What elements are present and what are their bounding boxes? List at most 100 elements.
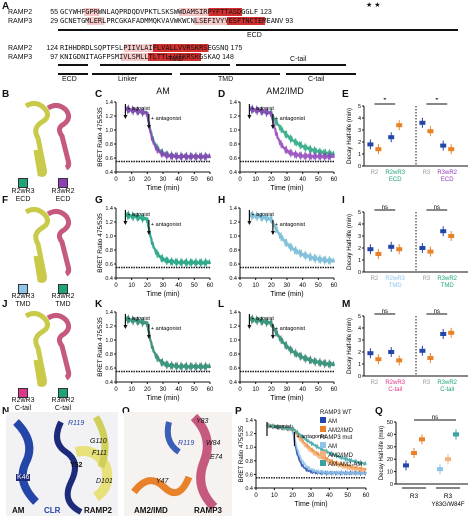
category-label: ECD (389, 177, 402, 183)
agonist-arrowhead (247, 115, 252, 119)
x-tick-label: 0 (114, 283, 118, 289)
agonist-arrowhead (123, 115, 128, 119)
x-tick-label: 50 (191, 283, 198, 289)
y-tick-label: 4 (358, 222, 361, 228)
y-tick-label: 1.0 (229, 338, 237, 344)
category-label: R2 (371, 170, 379, 176)
y-tick-label: 1.4 (229, 310, 237, 316)
ecd-label: ECD (247, 32, 262, 39)
structure-j-image (24, 310, 72, 387)
label-clr: CLR (44, 506, 61, 515)
series-b-trace (125, 104, 212, 162)
x-tick-label: 20 (268, 387, 275, 393)
y-tick-label: 4 (358, 326, 361, 332)
x-tick-label: 50 (315, 283, 322, 289)
y-tick-label: 0.8 (229, 352, 237, 358)
significance-label: ns (382, 309, 388, 315)
y-tick-label: 0.4 (105, 170, 113, 176)
antagonist-label: + antagonist (275, 326, 306, 332)
agonist-arrowhead (123, 221, 128, 225)
x-tick-label: 0 (238, 283, 242, 289)
x-tick-label: 10 (271, 493, 278, 499)
residue-d101: D101 (96, 478, 113, 485)
x-tick-label: 50 (191, 387, 198, 393)
x-tick-label: 10 (128, 283, 135, 289)
y-tick-label: 0.8 (229, 142, 237, 148)
y-tick-label: 1.4 (229, 206, 237, 212)
x-axis-label: Time (min) (270, 291, 303, 298)
antagonist-arrowhead (146, 125, 151, 129)
y-tick-label: 1 (358, 362, 361, 368)
y-tick-label: 0.8 (105, 248, 113, 254)
alignment-row: RAMP2 55 GCYWHFGPRWNLAQPRDQDVPKTLSKSWWDAMS… (8, 8, 272, 16)
sequence: GCYWHFGPRWNLAQPRDQDVPKTLSKSWWDAMSIRPYFTT… (60, 8, 259, 16)
x-tick-label: 20 (268, 177, 275, 183)
y-tick-label: 0 (358, 374, 361, 380)
y-tick-label: 1.0 (229, 128, 237, 134)
y-tick-label: 1.0 (105, 234, 113, 240)
trace-chart-k: 0 10 20 30 40 50 60 0.4 0.6 0.8 1.0 1.2 1.4 Time (min… (97, 310, 214, 402)
residue-f111: F111 (92, 450, 107, 457)
y-tick-label: 1.4 (105, 310, 113, 316)
x-tick-label: 0 (238, 177, 242, 183)
legend-p: RAMP3 WT AM AM2/IMD RAMP3 mut AM AM2/IMD… (320, 410, 362, 469)
category-label: TMD (389, 283, 403, 289)
alignment-row: RAMP3 29 GCNETGMLERLPRCGKAFADMMQKVAVWKWCNL… (8, 17, 294, 25)
x-tick-label: 10 (128, 177, 135, 183)
x-tick-label: 60 (207, 387, 214, 393)
significance-label: * (383, 98, 386, 105)
alignment-stars: ★ ★ (366, 2, 381, 9)
y-tick-label: 5 (358, 314, 361, 320)
significance-label: * (435, 98, 438, 105)
legend-swatch-green (18, 178, 28, 188)
tmd-label-2: TMD (218, 76, 234, 83)
y-axis-label: BRET Ratio 475/535 (238, 425, 245, 482)
category-label: C-tail (440, 387, 454, 393)
alignment-row: RAMP3 97 KNIGDNITAGFPSMIVLSMLLTLTTLLVIKRSK… (8, 53, 234, 61)
y-tick-label: 0 (390, 482, 393, 488)
y-tick-label: 0.6 (105, 366, 113, 372)
panel-m-label: M (342, 299, 351, 310)
legend-p-title-mut: RAMP3 mut (320, 435, 353, 441)
category-label: R2 (371, 276, 379, 282)
y-tick-label: 1.0 (245, 445, 253, 451)
y-tick-label: 1.4 (105, 206, 113, 212)
title-am: AM (156, 86, 170, 96)
y-axis-label: BRET Ratio 475/535 (97, 213, 104, 273)
residue-w84: W84 (206, 440, 221, 447)
legend-f-a: R2wR3 TMD (11, 293, 35, 308)
residue-e74: E74 (210, 454, 223, 461)
category-label: R3 (444, 493, 453, 500)
series-trace (266, 422, 367, 467)
x-axis-label: Time (min) (146, 291, 179, 298)
y-tick-label: 1.0 (105, 338, 113, 344)
sequence: KNIGDNITAGFPSMIVLSMLLTLTTLLVIKRSKGSKAQ (60, 53, 221, 61)
x-tick-label: 10 (252, 177, 259, 183)
category-label: R3 (423, 276, 431, 282)
y-tick-label: 1 (358, 258, 361, 264)
x-tick-label: 60 (331, 387, 338, 393)
y-tick-label: 50 (387, 420, 393, 426)
x-tick-label: 40 (299, 387, 306, 393)
y-tick-label: 2 (358, 246, 361, 252)
x-tick-label: 50 (191, 177, 198, 183)
y-tick-label: 0.6 (105, 156, 113, 162)
title-am2: AM2/IMD (266, 86, 304, 96)
panel-i-label: I (342, 195, 345, 206)
label-ramp2: RAMP2 (84, 506, 113, 515)
structure-o-image (124, 412, 232, 516)
antagonist-label: + antagonist (297, 434, 328, 440)
y-tick-label: 0.4 (229, 380, 237, 386)
residue-r119-o: R119 (178, 440, 195, 447)
y-tick-label: 0.8 (245, 459, 253, 465)
y-axis-label: Decay Half-life (min) (346, 318, 353, 374)
category-label: R3 (423, 170, 431, 176)
x-tick-label: 30 (284, 177, 291, 183)
panel-o-label: O (122, 406, 130, 417)
y-tick-label: 0.4 (229, 170, 237, 176)
structure-n-image (6, 412, 118, 516)
antagonist-label: + antagonist (151, 326, 182, 332)
tmd-bar (100, 64, 230, 66)
